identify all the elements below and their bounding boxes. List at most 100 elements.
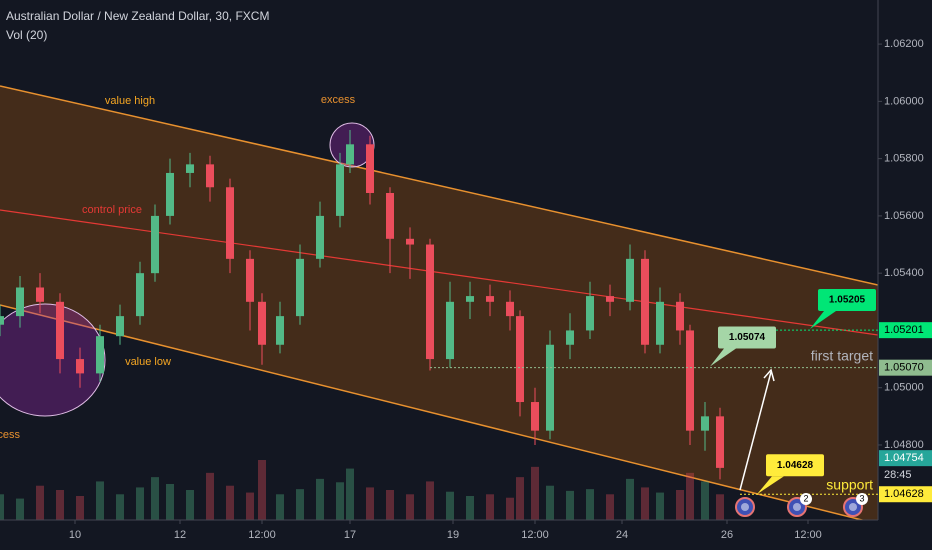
volume-bar	[166, 484, 174, 520]
candle-body	[186, 164, 194, 173]
candle-body	[686, 330, 694, 431]
volume-bar	[566, 490, 574, 520]
candle-body	[606, 296, 614, 302]
candle-body	[586, 296, 594, 331]
x-tick-label: 26	[721, 529, 733, 541]
arrow-head	[763, 368, 775, 382]
annotation: excess	[0, 429, 20, 441]
volume-bar	[36, 485, 44, 520]
callout-label: 1.05205	[829, 295, 866, 306]
candle-body	[486, 296, 494, 302]
candle-body	[226, 187, 234, 259]
chart-title: Australian Dollar / New Zealand Dollar, …	[6, 9, 269, 23]
candle-body	[166, 172, 174, 216]
callout-pointer	[757, 476, 784, 495]
candle-body	[426, 244, 434, 360]
callout-box	[718, 326, 776, 349]
y-tick-label: 1.05000	[884, 382, 924, 394]
candle-body	[316, 215, 324, 259]
candle-body	[16, 287, 24, 317]
volume-bar	[336, 482, 344, 520]
event-badge	[800, 493, 812, 505]
annotation: control price	[82, 204, 142, 216]
callout-pointer	[710, 348, 736, 367]
volume-bar	[426, 481, 434, 520]
candle-body	[466, 296, 474, 302]
y-tick-label: 1.05800	[884, 153, 924, 165]
control-line	[0, 209, 878, 336]
price-tag	[879, 450, 932, 467]
channel-upper	[0, 85, 878, 286]
price-tag-label: 1.05070	[884, 362, 924, 374]
volume-bar	[206, 472, 214, 520]
volume-bar	[186, 490, 194, 520]
event-icon-core	[793, 503, 801, 511]
candle-body	[96, 336, 104, 374]
channel-fill	[0, 86, 878, 520]
x-tick-label: 12	[174, 529, 186, 541]
volume-bar	[151, 477, 159, 520]
y-tick-label: 1.05600	[884, 210, 924, 222]
candle-body	[656, 301, 664, 345]
volume-bar	[246, 492, 254, 520]
y-tick-label: 1.04800	[884, 439, 924, 451]
candle-body	[346, 144, 354, 165]
annotation: excess	[321, 94, 356, 106]
volume-bar	[716, 494, 724, 520]
event-badge	[856, 493, 868, 505]
callout-box	[818, 289, 876, 312]
volume-bar	[258, 460, 266, 520]
volume-bar	[531, 466, 539, 520]
x-tick-label: 12:00	[248, 529, 276, 541]
volume-bar	[586, 489, 594, 520]
callout-label: 1.04628	[777, 460, 814, 471]
volume-bar	[446, 491, 454, 520]
candle-body	[0, 316, 4, 325]
volume-bar	[366, 487, 374, 520]
volume-bar	[386, 490, 394, 520]
candle-body	[206, 164, 214, 188]
candle-body	[116, 316, 124, 337]
event-icon-core	[849, 503, 857, 511]
x-tick-label: 19	[447, 529, 459, 541]
volume-bar	[16, 498, 24, 520]
chart-subtitle: Vol (20)	[6, 28, 47, 42]
candle-body	[76, 359, 84, 374]
event-badge-label: 2	[803, 493, 808, 503]
candle-body	[136, 273, 144, 317]
series	[0, 130, 724, 520]
volume-bar	[486, 494, 494, 520]
candle-body	[406, 238, 414, 245]
candle-body	[366, 144, 374, 193]
candle-body	[516, 316, 524, 403]
annotation: value low	[125, 356, 171, 368]
candle-body	[701, 416, 709, 431]
arrow	[739, 371, 772, 491]
volume-bar	[136, 487, 144, 520]
x-tick-label: 12:00	[521, 529, 549, 541]
volume-bar	[686, 472, 694, 520]
candle-body	[258, 301, 266, 345]
price-tag-label: 1.04628	[884, 488, 924, 500]
volume-bar	[606, 494, 614, 520]
event-badge-label: 3	[859, 493, 864, 503]
countdown-box	[879, 467, 932, 484]
volume-bar	[516, 477, 524, 520]
volume-bar	[276, 494, 284, 520]
annotation: first target	[811, 348, 873, 364]
volume-bar	[546, 485, 554, 520]
x-tick-label: 10	[69, 529, 81, 541]
callout-pointer	[810, 311, 836, 330]
candle-body	[336, 164, 344, 216]
volume-bar	[406, 494, 414, 520]
candle-body	[546, 344, 554, 431]
volume-bar	[0, 494, 4, 520]
volume-bar	[76, 496, 84, 520]
volume-bar	[96, 481, 104, 520]
x-tick-label: 24	[616, 529, 628, 541]
y-tick-label: 1.06200	[884, 38, 924, 50]
candle-body	[676, 301, 684, 331]
candle-body	[626, 258, 634, 302]
